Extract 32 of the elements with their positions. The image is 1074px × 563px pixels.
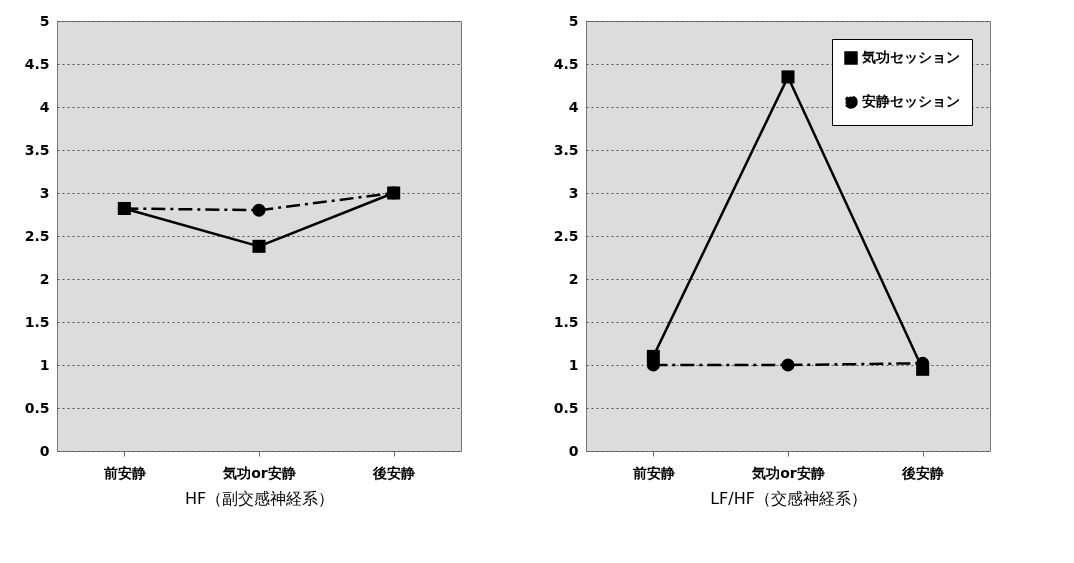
x-axis-title: LF/HF（交感神経系） (710, 488, 867, 508)
legend-label: 気功セッション (861, 49, 960, 65)
y-tick-label: 4.5 (24, 55, 50, 72)
x-tick-label: 気功or安静 (751, 464, 825, 481)
y-tick-label: 0 (568, 442, 579, 459)
y-tick-label: 1.5 (24, 313, 50, 330)
y-tick-label: 4 (39, 98, 50, 115)
y-tick-label: 2.5 (24, 227, 50, 244)
x-tick-label: 後安静 (901, 464, 945, 481)
y-tick-label: 1 (568, 356, 579, 373)
legend-label: 安静セッション (862, 93, 960, 109)
x-tick-label: 気功or安静 (222, 464, 296, 481)
x-tick-label: 前安静 (631, 464, 675, 481)
y-tick-label: 1.5 (553, 313, 579, 330)
y-tick-label: 0 (39, 442, 50, 459)
y-tick-label: 2 (39, 270, 50, 287)
y-tick-label: 3.5 (24, 141, 50, 158)
x-tick-label: 前安静 (102, 464, 146, 481)
x-tick-label: 後安静 (372, 464, 416, 481)
y-tick-label: 0.5 (553, 399, 579, 416)
y-tick-label: 3 (39, 184, 50, 201)
y-tick-label: 2 (568, 270, 579, 287)
x-axis-title: HF（副交感神経系） (184, 488, 335, 508)
y-tick-label: 5 (568, 12, 579, 29)
y-tick-label: 0.5 (24, 399, 50, 416)
y-tick-label: 1 (39, 356, 50, 373)
y-tick-label: 4 (568, 98, 579, 115)
y-tick-label: 3.5 (553, 141, 579, 158)
y-tick-label: 4.5 (553, 55, 579, 72)
y-tick-label: 5 (39, 12, 50, 29)
y-tick-label: 2.5 (553, 227, 579, 244)
y-tick-label: 3 (568, 184, 579, 201)
